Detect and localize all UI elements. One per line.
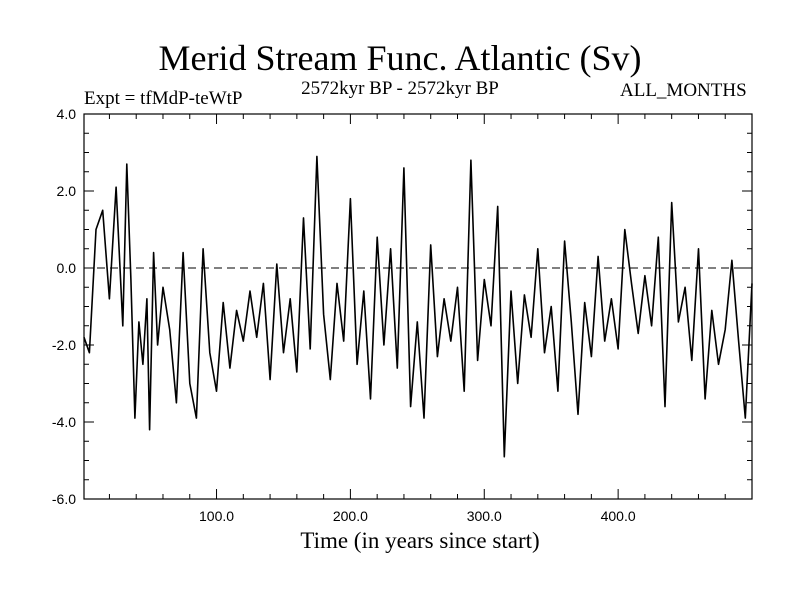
x-tick-label: 100.0 [199,508,234,524]
x-tick-label: 400.0 [601,508,636,524]
x-axis-label: Time (in years since start) [300,528,540,553]
chart-title: Merid Stream Func. Atlantic (Sv) [158,38,642,78]
y-tick-label: 0.0 [57,260,77,276]
experiment-label: Expt = tfMdP-teWtP [84,88,243,109]
y-tick-label: -2.0 [52,337,76,353]
series-line [83,155,753,458]
months-label: ALL_MONTHS [620,80,747,101]
x-tick-label: 200.0 [333,508,368,524]
y-tick-label: -6.0 [52,491,76,507]
y-tick-label: 4.0 [57,106,77,122]
plot-frame [83,113,753,500]
axes-group: 4.0 2.0 0.0 -2.0 -4.0 -6.0 100.0 200.0 300.0 400.… [52,106,752,524]
chart-subtitle: 2572kyr BP - 2572kyr BP [301,78,499,99]
y-tick-label: -4.0 [52,414,76,430]
x-tick-label: 300.0 [467,508,502,524]
y-tick-label: 2.0 [57,183,77,199]
